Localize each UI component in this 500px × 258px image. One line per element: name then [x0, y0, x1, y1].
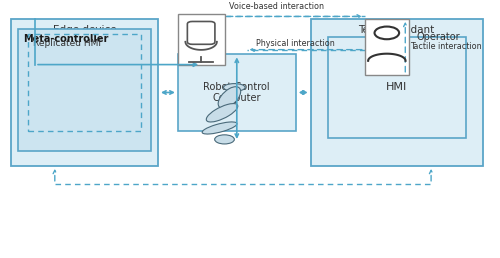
Text: Replicated HMI: Replicated HMI: [32, 39, 100, 48]
Bar: [178, 14, 224, 64]
Ellipse shape: [214, 135, 234, 144]
FancyBboxPatch shape: [188, 21, 215, 44]
Bar: [178, 54, 296, 131]
Ellipse shape: [202, 122, 237, 134]
Text: Operator: Operator: [416, 32, 460, 42]
Text: Physical interaction: Physical interaction: [256, 39, 335, 48]
Bar: [18, 29, 150, 151]
Ellipse shape: [218, 87, 240, 108]
Bar: [310, 19, 482, 166]
Text: Edge device: Edge device: [52, 25, 116, 35]
Text: Robot Control
Computer: Robot Control Computer: [204, 82, 270, 103]
Bar: [28, 34, 141, 131]
Bar: [10, 19, 158, 166]
Bar: [328, 37, 466, 138]
Text: Voice-based interaction: Voice-based interaction: [230, 2, 324, 11]
Ellipse shape: [224, 84, 245, 91]
Text: Teach pendant: Teach pendant: [358, 25, 435, 35]
Text: Meta-controller: Meta-controller: [23, 34, 108, 44]
Ellipse shape: [206, 103, 238, 122]
Text: HMI: HMI: [386, 82, 407, 92]
Bar: [364, 19, 409, 75]
Text: Tactile interaction: Tactile interaction: [410, 42, 482, 51]
